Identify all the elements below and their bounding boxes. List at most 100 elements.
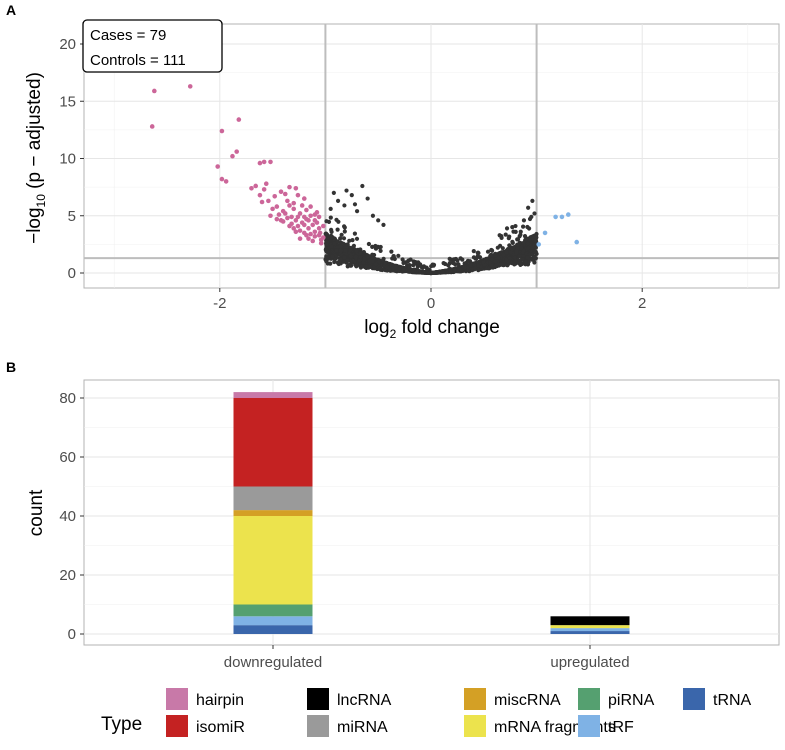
ns-point bbox=[338, 248, 343, 253]
ns-point bbox=[518, 260, 523, 265]
ns-point bbox=[532, 260, 537, 265]
ns-point bbox=[469, 266, 474, 272]
ns-point bbox=[381, 222, 386, 228]
upregulated-point bbox=[536, 242, 542, 247]
ns-point bbox=[391, 254, 396, 259]
upregulated-point bbox=[559, 214, 565, 220]
bar-segment-trna bbox=[550, 631, 630, 634]
y-label-sub: 10 bbox=[34, 194, 48, 208]
ns-point bbox=[389, 249, 394, 254]
legend-swatch-mrna-fragments bbox=[464, 715, 486, 737]
ns-point bbox=[489, 263, 494, 268]
ns-point bbox=[456, 262, 461, 267]
legend-title: Type bbox=[101, 714, 142, 735]
downregulated-point bbox=[282, 211, 288, 216]
legend-label: piRNA bbox=[608, 692, 655, 709]
ns-point bbox=[493, 259, 498, 264]
ns-point bbox=[519, 246, 524, 251]
ns-point bbox=[510, 225, 515, 230]
legend-label: tRF bbox=[608, 719, 634, 736]
downregulated-point bbox=[149, 124, 155, 129]
ns-point bbox=[383, 268, 388, 273]
downregulated-point bbox=[274, 204, 280, 209]
downregulated-point bbox=[297, 211, 303, 216]
downregulated-point bbox=[320, 223, 326, 229]
x-tick-label: -2 bbox=[213, 295, 226, 312]
ns-point bbox=[341, 236, 347, 241]
annotation-cases: Cases = 79 bbox=[90, 27, 166, 44]
downregulated-point bbox=[293, 185, 299, 191]
legend-label: hairpin bbox=[196, 692, 244, 709]
legend-swatch-trf bbox=[578, 715, 600, 737]
ns-point bbox=[405, 259, 410, 264]
downregulated-point bbox=[268, 213, 273, 219]
ns-point bbox=[460, 257, 465, 262]
ns-point bbox=[466, 268, 471, 273]
ns-point bbox=[513, 229, 518, 234]
downregulated-point bbox=[301, 196, 307, 201]
ns-point bbox=[394, 264, 399, 269]
ns-point bbox=[508, 250, 513, 255]
downregulated-point bbox=[287, 184, 292, 190]
downregulated-point bbox=[287, 223, 292, 229]
ns-point bbox=[489, 257, 495, 262]
downregulated-point bbox=[301, 230, 307, 236]
downregulated-point bbox=[318, 240, 324, 246]
ns-point bbox=[472, 262, 477, 267]
legend-label: miscRNA bbox=[494, 692, 561, 709]
ns-point bbox=[347, 238, 352, 243]
ns-point bbox=[329, 236, 334, 241]
ns-point bbox=[400, 257, 405, 262]
ns-point bbox=[331, 190, 336, 195]
ns-point bbox=[532, 242, 537, 247]
downregulated-point bbox=[261, 187, 267, 192]
ns-point bbox=[342, 255, 347, 260]
downregulated-point bbox=[270, 206, 275, 212]
downregulated-point bbox=[215, 164, 220, 169]
ns-point bbox=[366, 241, 371, 247]
ns-point bbox=[440, 269, 445, 274]
ns-point bbox=[401, 267, 406, 272]
legend-swatch-trna bbox=[683, 688, 705, 710]
bar-segment-pirna bbox=[233, 604, 313, 617]
ns-point bbox=[328, 206, 333, 211]
ns-point bbox=[380, 258, 385, 263]
ns-point bbox=[493, 263, 499, 268]
bar-segment-lncrna bbox=[550, 616, 630, 626]
downregulated-point bbox=[297, 236, 303, 241]
legend-label: lncRNA bbox=[337, 692, 392, 709]
ns-point bbox=[335, 260, 340, 265]
ns-point bbox=[352, 231, 357, 236]
ns-point bbox=[477, 255, 483, 260]
y-tick-label: 10 bbox=[59, 151, 76, 168]
legend-swatch-isomir bbox=[166, 715, 188, 737]
ns-point bbox=[332, 259, 337, 265]
ns-point bbox=[506, 236, 511, 241]
downregulated-point bbox=[230, 153, 235, 159]
ns-point bbox=[530, 245, 535, 250]
ns-point bbox=[513, 259, 518, 264]
ns-point bbox=[335, 227, 340, 232]
ns-point bbox=[348, 254, 353, 259]
ns-point bbox=[335, 198, 341, 203]
downregulated-point bbox=[276, 212, 282, 217]
annotation-box bbox=[82, 19, 223, 73]
downregulated-point bbox=[285, 198, 290, 204]
downregulated-point bbox=[308, 231, 313, 237]
ns-point bbox=[471, 255, 476, 260]
legend-swatch-mirna bbox=[307, 715, 329, 737]
panel-label-a: A bbox=[6, 2, 16, 18]
ns-point bbox=[452, 268, 457, 273]
ns-point bbox=[471, 249, 476, 254]
ns-point bbox=[526, 246, 531, 251]
downregulated-point bbox=[291, 200, 297, 206]
ns-point bbox=[352, 202, 358, 207]
upregulated-point bbox=[565, 212, 571, 217]
ns-point bbox=[326, 219, 332, 224]
ns-point bbox=[432, 270, 437, 275]
ns-point bbox=[372, 265, 377, 270]
downregulated-point bbox=[287, 203, 292, 208]
legend-label: tRNA bbox=[713, 692, 752, 709]
x-tick-label: 0 bbox=[427, 295, 435, 312]
x-label-log: log bbox=[364, 317, 389, 338]
